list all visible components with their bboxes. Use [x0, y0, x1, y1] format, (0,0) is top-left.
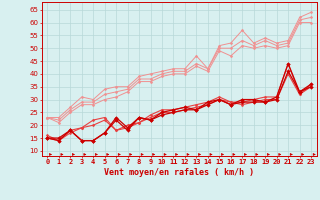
- X-axis label: Vent moyen/en rafales ( km/h ): Vent moyen/en rafales ( km/h ): [104, 168, 254, 177]
